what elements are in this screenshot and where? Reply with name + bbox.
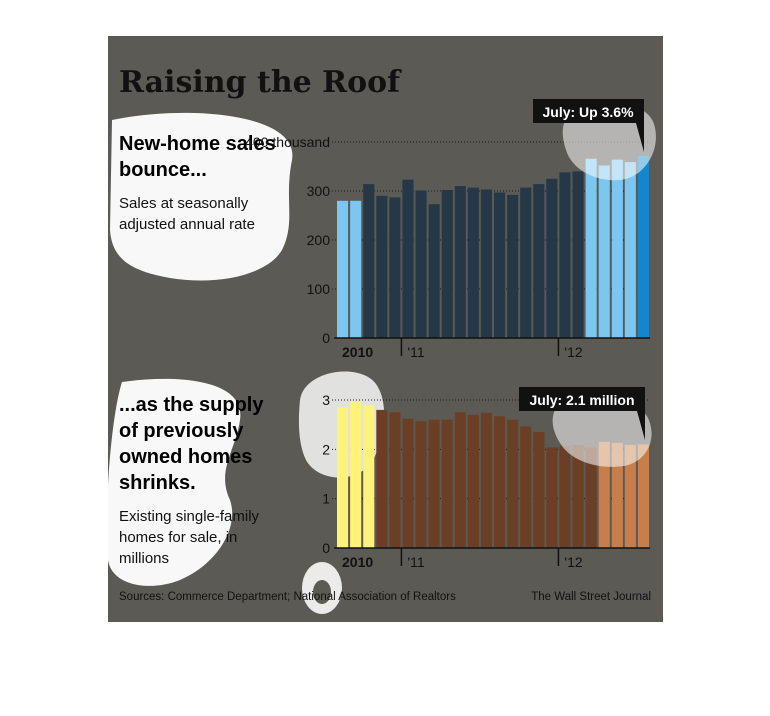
- bottom-description-line-3: millions: [119, 550, 169, 567]
- new-home-sales-chart: 0 100 200 300 400 thousand 2010 '11 '12: [245, 134, 650, 360]
- top-chart-bar: [389, 197, 401, 338]
- top-chart-bar: [533, 184, 545, 338]
- homes-for-sale-chart: 0 1 2 3 2010 '11 '12: [322, 392, 650, 570]
- bottom-chart-bar: [376, 409, 388, 548]
- top-chart-bar: [494, 192, 506, 338]
- bottom-chart-bar: [454, 412, 466, 548]
- top-chart-bar: [520, 187, 532, 338]
- top-callout-pointer: [636, 123, 644, 152]
- top-chart-bar: [546, 178, 558, 339]
- bottom-callout-label: July: 2.1 million: [529, 392, 634, 408]
- top-description-line-2: adjusted annual rate: [119, 216, 255, 233]
- top-chart-y-tick-label: 100: [307, 281, 331, 297]
- bottom-chart-bar: [520, 426, 532, 548]
- bottom-chart-bar: [507, 419, 519, 548]
- bottom-chart-bar: [389, 412, 401, 548]
- top-chart-bar: [507, 194, 519, 338]
- bottom-chart-bar: [585, 447, 597, 548]
- top-description-line-1: Sales at seasonally: [119, 195, 249, 212]
- top-callout-label: July: Up 3.6%: [542, 104, 634, 120]
- top-chart-bar: [337, 200, 349, 338]
- bottom-chart-bar: [441, 419, 453, 548]
- bottom-chart-x-tick-label: '11: [407, 554, 424, 570]
- top-chart-bar: [611, 159, 623, 338]
- bottom-callout-pointer: [637, 411, 645, 440]
- bottom-chart-bar: [480, 412, 492, 548]
- bottom-chart-y-tick-label: 0: [322, 540, 330, 556]
- top-chart-bar: [480, 189, 492, 338]
- credit-text: The Wall Street Journal: [531, 591, 651, 603]
- bottom-headline-highlight-blob: [106, 378, 241, 586]
- top-chart-y-tick-label: 400 thousand: [245, 134, 330, 150]
- bottom-chart-bar: [533, 432, 545, 548]
- bottom-headline-line-1: ...as the supply: [119, 394, 264, 416]
- page-title: Raising the Roof: [119, 65, 402, 100]
- bottom-chart-bar: [598, 441, 610, 548]
- top-chart-bar: [376, 195, 388, 338]
- bottom-chart-x-tick-label: 2010: [342, 554, 373, 570]
- top-chart-bar: [467, 187, 479, 338]
- top-chart-bar: [428, 204, 440, 338]
- top-panel: New-home sales bounce... Sales at season…: [110, 99, 656, 360]
- top-chart-bar: [441, 190, 453, 338]
- top-chart-bar: [585, 158, 597, 338]
- top-chart-bar: [415, 190, 427, 338]
- bottom-chart-bar: [350, 401, 362, 548]
- top-chart-y-tick-label: 300: [307, 183, 331, 199]
- bottom-headline-line-2: of previously: [119, 420, 244, 442]
- bottom-chart-y-tick-label: 2: [322, 441, 330, 457]
- top-chart-bar: [559, 172, 571, 338]
- top-chart-bar: [402, 179, 414, 338]
- top-headline-line-2: bounce...: [119, 159, 207, 181]
- sources-text: Sources: Commerce Department; National A…: [119, 591, 456, 603]
- top-highlight-blob: [110, 112, 293, 281]
- top-chart-bar: [572, 171, 584, 338]
- bottom-chart-bar: [559, 445, 571, 548]
- bottom-chart-y-tick-label: 1: [322, 491, 330, 507]
- top-chart-bar: [363, 184, 375, 338]
- top-chart-bar: [624, 162, 636, 338]
- bottom-chart-bar: [337, 407, 349, 548]
- top-chart-bar: [637, 155, 649, 338]
- bottom-chart-y-tick-label: 3: [322, 392, 330, 408]
- bottom-headline-line-3: owned homes: [119, 446, 252, 468]
- top-chart-x-tick-label: 2010: [342, 344, 373, 360]
- bottom-description-line-1: Existing single-family: [119, 508, 260, 525]
- bottom-chart-bar: [467, 414, 479, 548]
- top-chart-bar: [598, 165, 610, 338]
- bottom-callout-highlight-blob: [552, 399, 652, 467]
- top-chart-y-tick-label: 0: [322, 330, 330, 346]
- bottom-chart-bar: [624, 444, 636, 548]
- bottom-description-line-2: homes for sale, in: [119, 529, 237, 546]
- bottom-chart-x-tick-label: '12: [564, 554, 582, 570]
- bottom-chart-bar: [546, 447, 558, 548]
- bottom-chart-bar: [428, 419, 440, 548]
- bottom-headline-line-4: shrinks.: [119, 472, 196, 494]
- bottom-callout-box: [519, 387, 645, 411]
- bottom-chart-bar: [363, 405, 375, 548]
- top-headline-line-1: New-home sales: [119, 133, 276, 155]
- bottom-callout: July: 2.1 million: [519, 387, 645, 440]
- top-callout: July: Up 3.6%: [533, 99, 644, 152]
- bottom-chart-bar: [415, 421, 427, 548]
- bottom-panel: ...as the supply of previously owned hom…: [106, 371, 652, 614]
- small-highlight-dot: [313, 580, 331, 604]
- top-chart-bar: [454, 186, 466, 338]
- top-chart-x-tick-label: '11: [407, 344, 424, 360]
- bottom-chart-bar: [637, 444, 649, 548]
- bottom-chart-bar: [402, 418, 414, 548]
- bottom-chart-bar: [572, 444, 584, 548]
- top-callout-box: [533, 99, 644, 123]
- top-chart-y-tick-label: 200: [307, 232, 331, 248]
- top-chart-bar: [350, 200, 362, 338]
- bottom-chart-bar: [611, 442, 623, 548]
- bottom-chart-bar: [494, 416, 506, 548]
- top-chart-x-tick-label: '12: [564, 344, 582, 360]
